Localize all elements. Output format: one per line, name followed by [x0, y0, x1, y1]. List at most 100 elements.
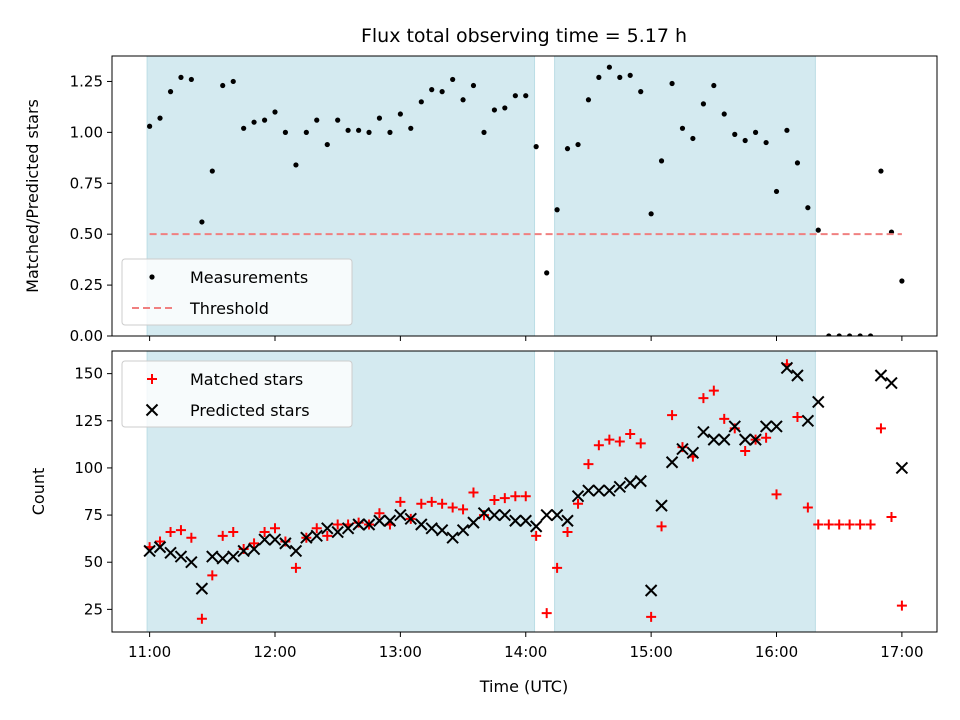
- measurement-point: [470, 82, 477, 89]
- predicted-stars-point: [665, 456, 679, 469]
- y-tick-label: 0.75: [70, 174, 103, 192]
- matched-stars-point: [708, 385, 719, 396]
- legend-box: [121, 258, 353, 326]
- predicted-stars-point: [895, 461, 909, 475]
- matched-stars-point: [813, 519, 824, 530]
- predicted-stars-point: [394, 508, 407, 522]
- predicted-stars-point: [540, 508, 553, 522]
- measurement-point: [533, 144, 539, 150]
- predicted-stars-point: [644, 584, 658, 597]
- measurement-point: [314, 117, 320, 123]
- matched-stars-point: [677, 442, 688, 453]
- measurement-point: [282, 129, 289, 135]
- legend-marker-x: [145, 403, 159, 417]
- measurement-point: [847, 333, 853, 336]
- measurement-point: [439, 89, 445, 95]
- measurement-point: [638, 89, 644, 95]
- measurement-point: [209, 168, 215, 174]
- matched-stars-point: [249, 538, 260, 549]
- matched-stars-point: [593, 440, 604, 451]
- matched-stars-point: [604, 434, 615, 445]
- matched-stars-point: [447, 502, 458, 513]
- matched-stars-point: [823, 519, 834, 530]
- measurement-point: [700, 101, 707, 107]
- predicted-stars-point: [791, 369, 804, 382]
- measurement-point: [742, 137, 748, 144]
- matched-stars-point: [802, 502, 813, 513]
- observing-window-band: [554, 55, 816, 337]
- matched-stars-point: [196, 613, 207, 624]
- measurement-point: [794, 160, 801, 166]
- predicted-stars-point: [185, 556, 198, 569]
- predicted-stars-point: [195, 582, 209, 595]
- matched-stars-point: [646, 611, 657, 622]
- matched-stars-point: [269, 523, 280, 534]
- measurement-point: [450, 76, 456, 83]
- y-tick-label: 125: [74, 412, 103, 430]
- top-panel: 0.00 0.25 0.50 0.75 1.00 1.25 Matched/Predicte…: [23, 55, 938, 345]
- measurement-point: [397, 111, 403, 117]
- measurement-point: [408, 125, 414, 131]
- predicted-stars-point: [164, 546, 177, 559]
- predicted-stars-point: [885, 376, 898, 390]
- y-tick-label: 100: [74, 459, 103, 477]
- legend-label: Matched stars: [190, 370, 303, 389]
- matched-stars-point: [698, 393, 709, 404]
- predicted-stars-point: [268, 533, 282, 546]
- predicted-stars-point: [582, 484, 595, 497]
- predicted-stars-point: [613, 480, 626, 493]
- predicted-stars-point: [812, 395, 825, 409]
- predicted-stars-point: [227, 550, 240, 563]
- matched-stars-point: [562, 527, 573, 538]
- measurement-point: [199, 219, 205, 225]
- measurement-point: [491, 107, 498, 113]
- predicted-stars-point: [603, 484, 616, 497]
- measurement-point: [690, 135, 696, 142]
- predicted-stars-point: [770, 420, 783, 433]
- measurement-point: [512, 93, 518, 99]
- predicted-stars-point: [206, 550, 219, 563]
- axes-frame: [111, 55, 938, 337]
- predicted-stars-point: [707, 433, 721, 446]
- matched-stars-point: [552, 562, 563, 573]
- matched-stars-point: [792, 412, 803, 423]
- measurement-point: [585, 97, 592, 103]
- predicted-stars-point: [634, 474, 647, 488]
- x-tick-label: 12:00: [253, 643, 296, 661]
- measurement-point: [418, 99, 424, 105]
- matched-stars-point: [458, 504, 469, 515]
- measurement-point: [429, 87, 435, 93]
- predicted-stars-point: [352, 518, 365, 531]
- y-tick-label: 0.00: [70, 327, 103, 345]
- y-tick-label: 1.00: [70, 123, 103, 141]
- measurement-point: [167, 89, 174, 95]
- matched-stars-point: [186, 532, 197, 543]
- measurement-point: [773, 188, 780, 195]
- measurement-point: [658, 158, 665, 164]
- matched-stars-point: [541, 608, 552, 619]
- measurement-point: [261, 117, 268, 123]
- matched-stars-point: [280, 536, 291, 547]
- predicted-stars-point: [289, 544, 303, 558]
- y-tick-label: 0.50: [70, 225, 103, 243]
- matched-stars-point: [259, 527, 270, 538]
- matched-stars-point: [510, 491, 521, 502]
- measurement-point: [815, 227, 821, 233]
- predicted-stars-point: [498, 508, 512, 522]
- predicted-stars-point: [623, 476, 637, 490]
- matched-stars-point: [771, 489, 782, 500]
- matched-stars-point: [311, 523, 322, 534]
- matched-stars-point: [729, 423, 740, 434]
- x-tick-label: 13:00: [379, 643, 422, 661]
- matched-stars-point: [614, 436, 625, 447]
- plot-area: [147, 64, 905, 336]
- predicted-stars-point: [697, 425, 710, 439]
- y-tick-label: 75: [84, 506, 103, 524]
- matched-stars-point: [353, 517, 364, 528]
- measurement-point: [857, 333, 863, 336]
- predicted-stars-point: [728, 420, 741, 433]
- predicted-stars-point: [258, 533, 271, 546]
- predicted-stars-point: [561, 514, 574, 527]
- predicted-stars-point: [383, 514, 397, 527]
- predicted-stars-point: [874, 369, 888, 382]
